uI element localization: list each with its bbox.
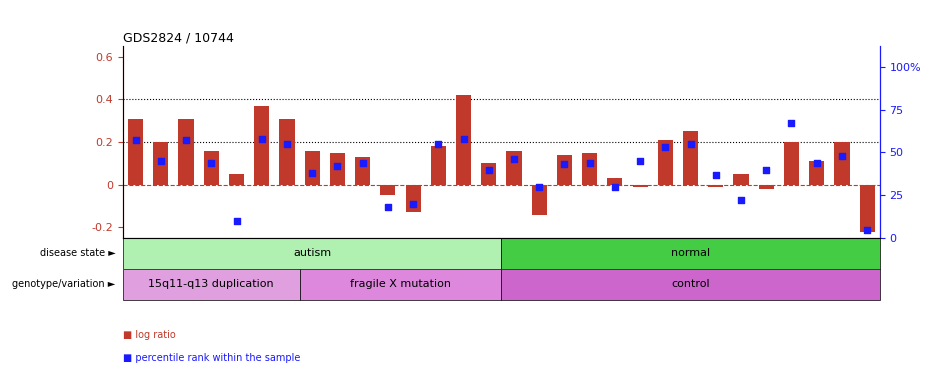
Bar xyxy=(279,119,294,185)
Bar xyxy=(501,238,880,269)
Text: fragile X mutation: fragile X mutation xyxy=(350,279,451,289)
Point xyxy=(709,172,724,178)
Point xyxy=(128,137,143,144)
Bar xyxy=(834,142,850,185)
Point xyxy=(380,204,395,210)
Bar xyxy=(179,119,194,185)
Bar xyxy=(128,119,143,185)
Bar xyxy=(355,157,370,185)
Point xyxy=(482,166,497,172)
Point xyxy=(582,160,597,166)
Point xyxy=(456,136,471,142)
Point xyxy=(784,120,799,126)
Point xyxy=(279,141,294,147)
Bar xyxy=(123,238,501,269)
Bar xyxy=(254,106,270,185)
Bar xyxy=(229,174,244,185)
Point xyxy=(532,184,547,190)
Point xyxy=(254,136,270,142)
Bar xyxy=(860,185,875,232)
Bar xyxy=(456,95,471,185)
Point xyxy=(179,137,194,144)
Text: autism: autism xyxy=(293,248,331,258)
Text: ■ log ratio: ■ log ratio xyxy=(123,330,176,340)
Bar xyxy=(557,155,572,185)
Text: disease state ►: disease state ► xyxy=(40,248,115,258)
Point xyxy=(153,158,168,164)
Bar xyxy=(380,185,395,195)
Bar xyxy=(709,185,724,187)
Point xyxy=(229,218,244,224)
Bar xyxy=(506,151,521,185)
Bar xyxy=(683,131,698,185)
Point xyxy=(430,141,446,147)
Bar xyxy=(784,142,799,185)
Point xyxy=(305,170,320,176)
Point xyxy=(607,184,622,190)
Point xyxy=(355,160,370,166)
Bar xyxy=(430,146,446,185)
Text: genotype/variation ►: genotype/variation ► xyxy=(12,279,115,289)
Text: control: control xyxy=(672,279,710,289)
Bar xyxy=(532,185,547,215)
Text: GDS2824 / 10744: GDS2824 / 10744 xyxy=(123,32,234,45)
Point xyxy=(633,158,648,164)
Bar xyxy=(733,174,748,185)
Bar xyxy=(330,153,345,185)
Bar xyxy=(203,151,219,185)
Point xyxy=(860,227,875,233)
Bar xyxy=(406,185,421,212)
Point xyxy=(406,201,421,207)
Point xyxy=(834,153,850,159)
Bar xyxy=(657,140,673,185)
Point xyxy=(330,163,345,169)
Text: ■ percentile rank within the sample: ■ percentile rank within the sample xyxy=(123,353,300,363)
Bar xyxy=(759,185,774,189)
Text: normal: normal xyxy=(671,248,710,258)
Point xyxy=(809,160,824,166)
Point xyxy=(733,197,748,204)
Point xyxy=(557,161,572,167)
Bar xyxy=(305,151,320,185)
Point xyxy=(657,144,673,150)
Point xyxy=(506,156,521,162)
Bar xyxy=(153,142,168,185)
Bar xyxy=(809,161,824,185)
Bar xyxy=(607,178,622,185)
Bar xyxy=(123,269,300,300)
Bar xyxy=(482,164,497,185)
Bar xyxy=(300,269,501,300)
Point xyxy=(683,141,698,147)
Text: 15q11-q13 duplication: 15q11-q13 duplication xyxy=(149,279,274,289)
Bar xyxy=(501,269,880,300)
Bar xyxy=(633,185,648,187)
Bar xyxy=(582,153,597,185)
Point xyxy=(203,160,219,166)
Point xyxy=(759,166,774,172)
